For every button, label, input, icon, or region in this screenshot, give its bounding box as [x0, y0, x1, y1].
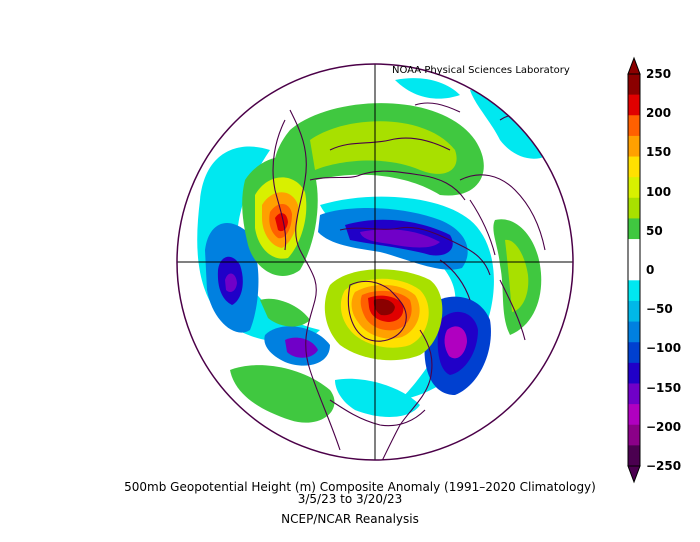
- colorbar-tick-label: 50: [646, 224, 663, 238]
- organization-label: NOAA Physical Sciences Laboratory: [392, 65, 570, 76]
- colorbar-segment: [628, 198, 640, 219]
- date-range: 3/5/23 to 3/20/23: [0, 492, 700, 506]
- colorbar-segment: [628, 301, 640, 322]
- colorbar-tick-label: 200: [646, 106, 671, 120]
- colorbar-segment: [628, 342, 640, 363]
- colorbar-segment: [628, 383, 640, 404]
- colorbar-segment: [628, 74, 640, 95]
- colorbar-segment: [628, 260, 640, 281]
- colorbar-segment: [628, 445, 640, 466]
- colorbar-max-arrow: [628, 58, 640, 74]
- colorbar-segment: [628, 115, 640, 136]
- colorbar-segment: [628, 136, 640, 157]
- colorbar-segment: [628, 218, 640, 239]
- colorbar: [628, 58, 640, 482]
- data-source: NCEP/NCAR Reanalysis: [0, 512, 700, 526]
- colorbar-tick-label: 150: [646, 145, 671, 159]
- colorbar-tick-label: −250: [646, 459, 681, 473]
- colorbar-segment: [628, 363, 640, 384]
- colorbar-segment: [628, 157, 640, 178]
- colorbar-segment: [628, 95, 640, 116]
- colorbar-tick-label: 0: [646, 263, 654, 277]
- colorbar-segment: [628, 177, 640, 198]
- colorbar-tick-label: −200: [646, 420, 681, 434]
- colorbar-tick-label: 100: [646, 185, 671, 199]
- colorbar-segment: [628, 280, 640, 301]
- colorbar-segment: [628, 425, 640, 446]
- colorbar-segment: [628, 239, 640, 260]
- colorbar-tick-label: 250: [646, 67, 671, 81]
- colorbar-segment: [628, 322, 640, 343]
- colorbar-tick-label: −150: [646, 381, 681, 395]
- colorbar-tick-label: −100: [646, 341, 681, 355]
- colorbar-segment: [628, 404, 640, 425]
- colorbar-tick-label: −50: [646, 302, 673, 316]
